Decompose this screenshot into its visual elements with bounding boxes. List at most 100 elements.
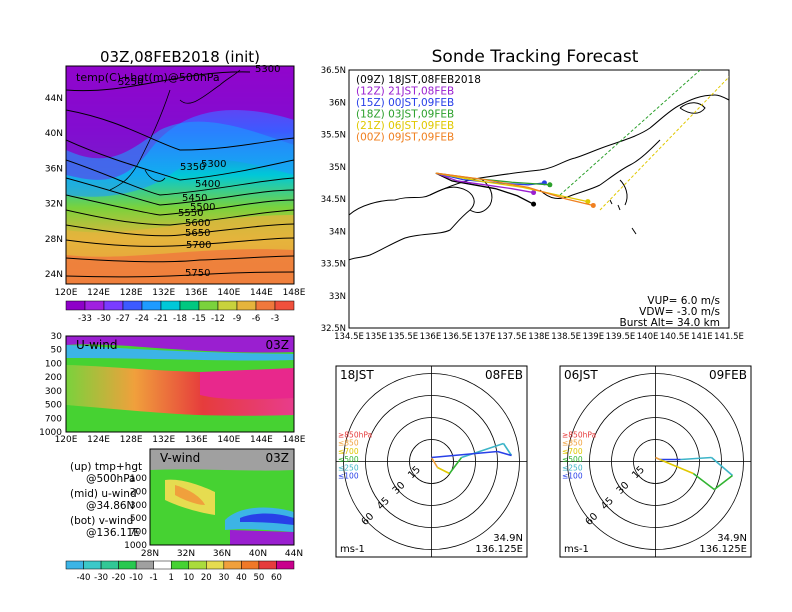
colorbar-swatch [198,300,219,311]
y-tick-label: 24N [45,270,63,280]
x-tick-label: 138E [528,332,550,342]
hodo-legend-item: ≤100 [562,472,583,481]
vdw-text: VDW= -3.0 m/s [639,306,720,318]
legend-key: (bot) v-wind [70,515,133,527]
hodograph-lat: 34.9N [493,533,523,544]
x-tick-label: 144E [250,288,273,298]
colorbar-label: 30 [218,573,229,583]
colorbar-swatch [141,300,162,311]
colorbar-swatch [122,300,143,311]
hodograph-unit: ms-1 [340,544,365,555]
colorbar-label: -30 [97,314,111,324]
x-tick-label: 134.5E [334,332,364,342]
contour-label: 5300 [255,64,280,75]
panel-legend: (up) tmp+hgt@500hPa (mid) u-wind@34.86N (b… [70,461,142,539]
x-tick-label: 36N [213,549,231,559]
x-tick-label: 136E [185,435,208,445]
y-tick-label: 200 [130,487,147,497]
contour-label: 5700 [186,240,211,251]
x-tick-label: 32N [177,549,195,559]
hodo-legend-item: ≤100 [338,472,359,481]
hodo-legend-item: ≥850hPa [562,431,596,440]
hodograph-unit: ms-1 [564,544,589,555]
y-tick-label: 500 [130,514,147,524]
vwind-title: V-wind [160,451,200,465]
coastline [349,94,729,261]
x-tick-label: 138.5E [551,332,581,342]
x-tick-label: 140E [217,435,240,445]
y-tick-label: 32N [45,200,63,210]
contour-label: 5650 [185,228,210,239]
run-legend-item: (09Z) 18JST,08FEB2018 [356,74,481,86]
hodo-legend-item: ≤850 [338,439,359,448]
hodograph-trace [461,442,504,459]
hodo-legend-item: ≤850 [562,439,583,448]
colorbar-label: -24 [135,314,149,324]
x-tick-label: 132E [152,435,175,445]
x-tick-label: 140.5E [660,332,690,342]
x-tick-label: 141E [691,332,713,342]
hodo-legend-item: ≥850hPa [338,431,372,440]
tracking-map-frame [348,69,730,329]
x-tick-label: 148E [283,435,306,445]
colorbar-label: -6 [252,314,260,324]
hodograph-time: 06JST [564,368,598,382]
colorbar-swatch [65,300,86,311]
colorbar-label: -15 [192,314,206,324]
temp-map-y-ticks: 24N 28N 32N 36N 40N 44N [45,94,63,280]
y-tick-label: 1000 [124,541,147,551]
x-tick-label: 148E [283,288,306,298]
track-line [435,172,588,203]
x-tick-label: 124E [87,435,110,445]
y-tick-label: 500 [45,401,62,411]
contour-label: 5300 [201,159,226,170]
colorbar-label: -33 [78,314,92,324]
hodograph-trace [680,456,712,461]
colorbar-label: 50 [254,573,265,583]
hodo-legend-item: ≤500 [338,455,359,464]
y-tick-label: 32.5N [321,324,346,334]
temp-map [66,66,294,284]
burst-text: Burst Alt= 34.0 km [620,317,720,329]
colorbar-swatch [65,560,84,570]
uwind-panel [66,336,294,432]
colorbar-label: -20 [112,573,126,583]
x-tick-label: 44N [285,549,303,559]
x-tick-label: 40N [249,549,267,559]
colorbar-swatch [160,300,181,311]
colorbar-label: 60 [271,573,282,583]
x-tick-label: 139.5E [606,332,636,342]
y-tick-label: 36.5N [321,66,346,76]
hodograph-trace [655,456,661,461]
uwind-x-ticks: 120E 124E 128E 132E 136E 140E 144E 148E [55,435,306,445]
y-tick-label: 33N [329,292,346,302]
run-legend-item: (18Z) 03JST,09FEB [356,109,454,121]
contour-label: 5600 [185,218,210,229]
hodograph-trace [692,472,715,491]
colorbar-swatch [258,560,277,570]
x-tick-label: 132E [152,288,175,298]
y-tick-label: 28N [45,235,63,245]
temp-map-frame [65,65,295,285]
colorbar-swatch [223,560,242,570]
dashed-guides [559,70,729,211]
uwind-time: 03Z [266,338,290,352]
vwind-time: 03Z [266,451,290,465]
temp-map-title: 03Z,08FEB2018 (init) [100,48,260,66]
colorbar-swatch [255,300,276,311]
y-tick-label: 1000 [39,428,62,438]
x-tick-label: 28N [141,549,159,559]
contour-label: 5450 [182,193,207,204]
track-endpoint [590,202,596,208]
hodograph-lon: 136.125E [475,544,523,555]
hodograph-trace [502,443,513,456]
colorbar-swatch [206,560,225,570]
y-tick-label: 200 [45,373,62,383]
vwind-y-ticks: 100 200 300 500 700 1000 [124,474,147,551]
hodograph-trace [448,457,463,474]
colorbar-swatch [236,300,257,311]
y-tick-label: 44N [45,94,63,104]
contour-label: 5350 [180,162,205,173]
